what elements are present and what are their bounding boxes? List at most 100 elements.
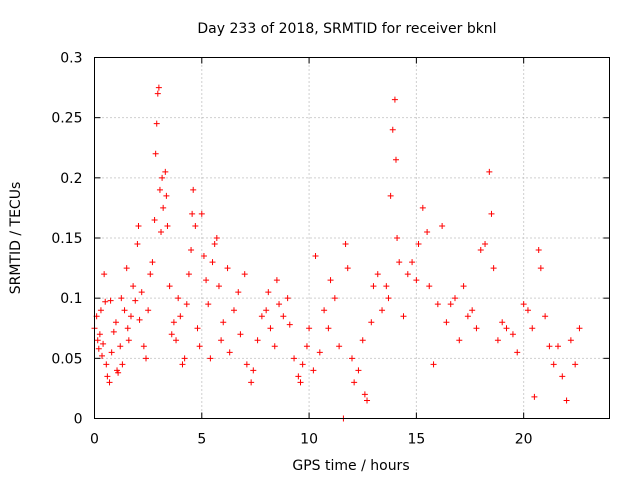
data-point	[520, 301, 527, 308]
data-point	[499, 319, 506, 326]
data-point	[188, 247, 195, 254]
data-point	[215, 283, 222, 290]
data-point	[394, 235, 401, 241]
data-point	[531, 393, 538, 400]
data-point	[291, 355, 298, 362]
data-point	[482, 241, 489, 248]
data-point	[404, 271, 411, 278]
data-point	[175, 295, 182, 302]
data-point	[344, 265, 351, 272]
data-point	[567, 337, 574, 344]
data-point	[503, 325, 510, 332]
plot-frame	[94, 57, 610, 419]
data-point	[254, 337, 261, 344]
data-point	[112, 319, 119, 326]
data-point	[121, 307, 128, 314]
data-point	[295, 373, 302, 380]
data-point	[310, 367, 317, 374]
data-point	[430, 361, 437, 368]
data-point	[535, 247, 542, 254]
data-point	[132, 297, 139, 304]
data-point	[529, 325, 536, 332]
data-point	[159, 174, 166, 181]
data-point	[209, 259, 216, 266]
data-point	[127, 313, 134, 320]
x-axis-label: GPS time / hours	[292, 458, 409, 474]
data-point	[185, 271, 192, 278]
data-point	[230, 307, 237, 314]
data-point	[409, 259, 416, 266]
data-point	[196, 343, 203, 350]
data-point	[203, 277, 210, 284]
data-point	[563, 397, 570, 404]
data-point	[110, 328, 117, 335]
data-point	[396, 259, 403, 266]
data-point	[572, 361, 579, 368]
data-point	[546, 343, 553, 350]
y-tick-label: 0.05	[51, 351, 82, 367]
data-point	[177, 313, 184, 320]
data-point	[342, 241, 349, 248]
data-point	[299, 361, 306, 368]
data-point	[559, 373, 566, 380]
y-tick-label: 0.15	[51, 231, 82, 247]
data-point	[107, 297, 114, 304]
data-point	[514, 349, 521, 356]
data-point	[312, 253, 319, 260]
x-tick-label: 0	[90, 432, 99, 448]
data-point	[267, 325, 274, 332]
data-point	[117, 343, 124, 350]
data-point	[550, 361, 557, 368]
data-point	[96, 331, 103, 338]
data-point	[400, 313, 407, 320]
data-point	[97, 307, 104, 314]
data-point	[156, 186, 163, 193]
data-point	[276, 301, 283, 308]
chart-title: Day 233 of 2018, SRMTID for receiver bkn…	[197, 21, 496, 37]
data-point	[460, 283, 467, 290]
data-point	[542, 313, 549, 320]
data-point	[286, 321, 293, 328]
data-point	[331, 295, 338, 302]
data-point	[198, 210, 205, 217]
data-point	[135, 222, 142, 229]
data-point	[103, 361, 110, 368]
data-point	[153, 120, 160, 127]
x-tick-label: 15	[407, 432, 425, 448]
data-point	[263, 307, 270, 314]
data-point	[138, 289, 145, 296]
data-point	[205, 301, 212, 308]
data-point	[316, 349, 323, 356]
data-point	[243, 361, 250, 368]
data-point	[426, 283, 433, 290]
data-point	[119, 361, 126, 368]
data-point	[190, 186, 197, 193]
data-point	[413, 277, 420, 284]
y-tick-label: 0.2	[60, 171, 82, 187]
data-point	[136, 316, 143, 323]
data-point	[99, 352, 106, 359]
data-point	[355, 367, 362, 374]
data-point	[434, 301, 441, 308]
data-point	[183, 301, 190, 308]
data-point	[189, 210, 196, 217]
data-point	[226, 349, 233, 356]
data-point	[143, 355, 149, 362]
data-point	[387, 192, 394, 199]
data-point	[173, 337, 180, 344]
data-point	[392, 156, 399, 163]
data-point	[477, 247, 484, 254]
grid	[94, 57, 610, 419]
data-point	[125, 337, 132, 344]
data-point	[325, 325, 332, 332]
data-point	[368, 319, 375, 326]
data-point	[490, 265, 497, 272]
data-point	[379, 307, 386, 314]
data-point	[265, 289, 272, 296]
data-point	[349, 355, 355, 362]
data-point	[248, 379, 255, 386]
data-point	[218, 337, 225, 344]
data-point	[220, 319, 227, 326]
data-point	[158, 228, 165, 235]
data-point	[284, 295, 291, 302]
